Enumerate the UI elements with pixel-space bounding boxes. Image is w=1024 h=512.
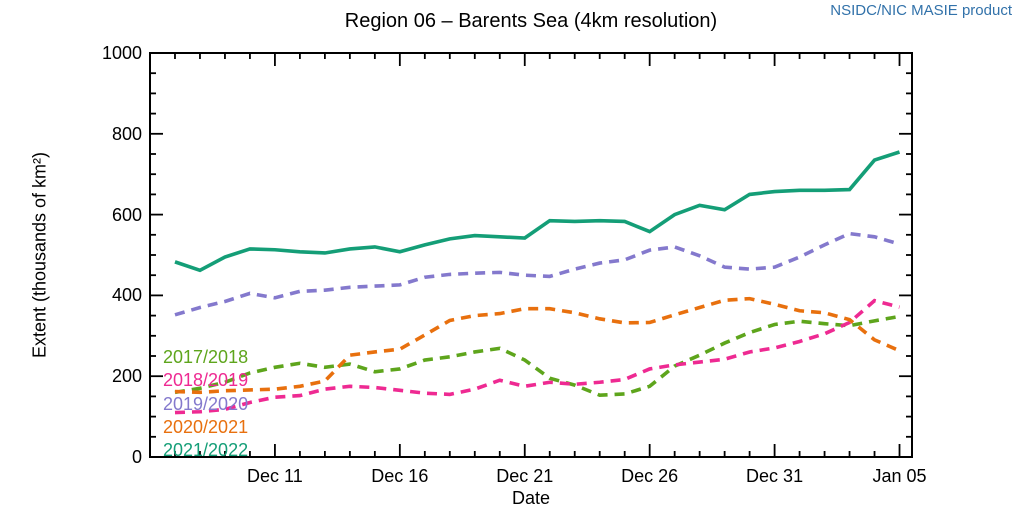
attribution-text: NSIDC/NIC MASIE product bbox=[830, 2, 1012, 19]
y-tick-label: 800 bbox=[111, 123, 142, 144]
x-tick-label: Jan 05 bbox=[872, 466, 927, 486]
series-line-2017-2018 bbox=[174, 314, 900, 398]
legend-item-2021-2022: 2021/2022 bbox=[163, 440, 249, 461]
x-tick-label: Dec 21 bbox=[496, 466, 554, 486]
chart-title: Region 06 – Barents Sea (4km resolution) bbox=[344, 10, 718, 32]
legend-item-2020-2021: 2020/2021 bbox=[163, 416, 249, 437]
legend-item-2018-2019: 2018/2019 bbox=[163, 370, 249, 391]
y-tick-label: 200 bbox=[111, 366, 142, 387]
series-line-2019-2020 bbox=[174, 231, 901, 317]
y-tick-label: 400 bbox=[111, 285, 142, 306]
y-tick-label: 600 bbox=[111, 204, 142, 225]
x-tick-label: Dec 31 bbox=[746, 466, 804, 486]
x-axis-label: Date bbox=[511, 488, 551, 508]
legend-item-2017-2018: 2017/2018 bbox=[163, 347, 249, 367]
plot-frame bbox=[149, 52, 913, 458]
x-tick-label: Dec 11 bbox=[247, 466, 303, 486]
y-axis-label: Extent (thousands of km²) bbox=[29, 151, 50, 359]
x-tick-label: Dec 16 bbox=[371, 466, 429, 486]
series-line-2020-2021 bbox=[174, 296, 901, 395]
series-line-2021-2022 bbox=[174, 150, 901, 273]
y-tick-label: 1000 bbox=[101, 43, 142, 63]
x-tick-label: Dec 26 bbox=[621, 466, 679, 486]
y-tick-label: 0 bbox=[131, 447, 142, 467]
series-line-2018-2019 bbox=[174, 298, 900, 415]
legend-item-2019-2020: 2019/2020 bbox=[163, 393, 249, 414]
